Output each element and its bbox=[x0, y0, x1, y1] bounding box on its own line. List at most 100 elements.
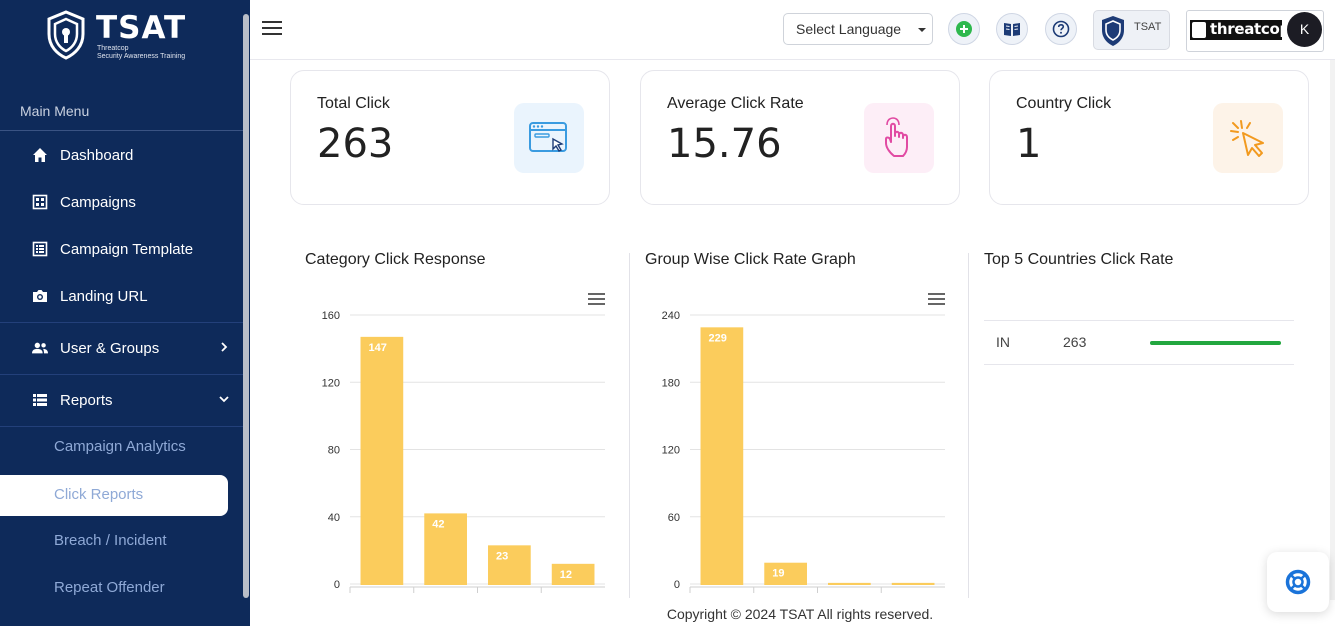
subitem-campaign-analytics[interactable]: Campaign Analytics bbox=[54, 438, 186, 455]
data-label: 12 bbox=[560, 569, 572, 581]
subitem-breach-incident[interactable]: Breach / Incident bbox=[54, 532, 167, 549]
camera-icon bbox=[32, 288, 48, 304]
bar bbox=[764, 562, 807, 585]
chevron-down-icon bbox=[918, 28, 926, 32]
stat-card-country-click: Country Click 1 bbox=[989, 70, 1309, 205]
country-rate-fill bbox=[1150, 341, 1281, 345]
divider bbox=[0, 426, 243, 427]
divider bbox=[968, 253, 969, 598]
users-icon bbox=[32, 340, 48, 356]
bar bbox=[891, 582, 935, 585]
sidebar-item-campaign-template[interactable]: Campaign Template bbox=[0, 226, 243, 272]
hand-tap-icon bbox=[864, 103, 934, 173]
divider bbox=[0, 130, 243, 131]
sidebar-item-label: Campaign Template bbox=[60, 240, 194, 258]
brand-name: TSAT bbox=[96, 10, 187, 46]
sidebar-item-reports[interactable]: Reports bbox=[0, 377, 243, 423]
divider bbox=[0, 322, 243, 323]
subitem-repeat-offender[interactable]: Repeat Offender bbox=[54, 579, 165, 596]
stat-value: 1 bbox=[1016, 121, 1042, 167]
sidebar-item-user-groups[interactable]: User & Groups bbox=[0, 325, 243, 371]
tsat-app-badge[interactable]: TSAT bbox=[1093, 10, 1170, 50]
chart-title-group: Group Wise Click Rate Graph bbox=[645, 251, 856, 268]
y-tick-label: 0 bbox=[334, 579, 340, 591]
chart-menu-icon[interactable] bbox=[928, 293, 945, 306]
sidebar-item-label: User & Groups bbox=[60, 339, 160, 357]
bar bbox=[488, 545, 531, 585]
data-label: 147 bbox=[369, 342, 387, 354]
guide-button[interactable] bbox=[996, 13, 1028, 45]
book-icon bbox=[1004, 23, 1020, 36]
stat-card-total-click: Total Click 263 bbox=[290, 70, 610, 205]
y-tick-label: 240 bbox=[662, 310, 680, 322]
question-circle-icon bbox=[1052, 20, 1070, 38]
sidebar-item-campaigns[interactable]: Campaigns bbox=[0, 179, 243, 225]
data-label: 42 bbox=[432, 518, 444, 530]
country-row: IN 263 bbox=[984, 320, 1294, 365]
subitem-click-reports-active[interactable] bbox=[0, 475, 228, 516]
stat-card-average-click-rate: Average Click Rate 15.76 bbox=[640, 70, 960, 205]
content-scrollbar[interactable] bbox=[1330, 60, 1335, 600]
sidebar-scrollbar[interactable] bbox=[243, 0, 249, 626]
subitem-click-reports[interactable]: Click Reports bbox=[54, 486, 144, 503]
sidebar-item-label: Reports bbox=[60, 391, 113, 409]
threatcop-logo-text: threatcop bbox=[1210, 20, 1290, 38]
stat-value: 15.76 bbox=[667, 121, 782, 167]
cursor-click-icon bbox=[1213, 103, 1283, 173]
divider bbox=[0, 374, 243, 375]
y-tick-label: 0 bbox=[674, 579, 680, 591]
stat-label: Total Click bbox=[317, 95, 390, 112]
sidebar-item-landing-url[interactable]: Landing URL bbox=[0, 273, 243, 319]
lifebuoy-icon bbox=[1285, 569, 1311, 595]
tsat-shield-icon bbox=[1102, 16, 1124, 46]
tsat-logo[interactable]: TSAT Threatcop Security Awareness Traini… bbox=[46, 10, 216, 66]
y-tick-label: 160 bbox=[322, 310, 340, 322]
country-click-count: 263 bbox=[1063, 334, 1087, 350]
category-click-chart: 0 40 80 120 160 147 42 23 12 bbox=[322, 310, 605, 593]
shield-logo-icon bbox=[47, 10, 85, 60]
language-select-value: Select Language bbox=[796, 21, 902, 37]
sidebar-item-label: Dashboard bbox=[60, 146, 134, 164]
reports-icon bbox=[32, 392, 48, 408]
plus-circle-icon bbox=[956, 21, 972, 37]
template-icon bbox=[32, 241, 48, 257]
y-tick-label: 180 bbox=[662, 377, 680, 389]
tsat-badge-label: TSAT bbox=[1134, 21, 1162, 33]
language-select[interactable]: Select Language bbox=[783, 13, 933, 45]
sidebar-item-dashboard[interactable]: Dashboard bbox=[0, 132, 243, 178]
country-code: IN bbox=[996, 334, 1010, 350]
data-label: 23 bbox=[496, 550, 508, 562]
bar bbox=[828, 582, 871, 585]
chart-title-category: Category Click Response bbox=[305, 251, 486, 268]
group-click-rate-chart: 0 60 120 180 240 229 19 bbox=[662, 310, 945, 593]
data-label: 229 bbox=[709, 332, 727, 344]
data-label: 19 bbox=[772, 568, 784, 580]
help-button[interactable] bbox=[1045, 13, 1077, 45]
bar bbox=[700, 327, 744, 585]
threatcop-logo: threatcop bbox=[1190, 20, 1290, 40]
hamburger-menu-icon[interactable] bbox=[262, 21, 282, 37]
chevron-right-icon bbox=[221, 342, 228, 352]
brand-subtitle-2: Security Awareness Training bbox=[97, 53, 186, 60]
scrollbar-thumb[interactable] bbox=[243, 14, 249, 598]
sidebar-item-label: Landing URL bbox=[60, 287, 148, 305]
home-icon bbox=[32, 147, 48, 163]
brand-subtitle-1: Threatcop bbox=[97, 45, 129, 52]
support-button[interactable] bbox=[1267, 552, 1329, 612]
add-button[interactable] bbox=[948, 13, 980, 45]
y-tick-label: 120 bbox=[662, 445, 680, 457]
campaigns-icon bbox=[32, 194, 48, 210]
y-tick-label: 40 bbox=[328, 512, 340, 524]
bar bbox=[424, 513, 467, 585]
bar bbox=[360, 336, 404, 585]
avatar[interactable]: K bbox=[1287, 12, 1322, 47]
y-tick-label: 60 bbox=[668, 512, 680, 524]
y-tick-label: 80 bbox=[328, 445, 340, 457]
chart-title-countries: Top 5 Countries Click Rate bbox=[984, 251, 1174, 268]
y-tick-label: 120 bbox=[322, 377, 340, 389]
country-rate-bar bbox=[1150, 341, 1281, 345]
chart-menu-icon[interactable] bbox=[588, 293, 605, 306]
stat-label: Average Click Rate bbox=[667, 95, 804, 112]
divider bbox=[629, 253, 630, 598]
stat-label: Country Click bbox=[1016, 95, 1112, 112]
